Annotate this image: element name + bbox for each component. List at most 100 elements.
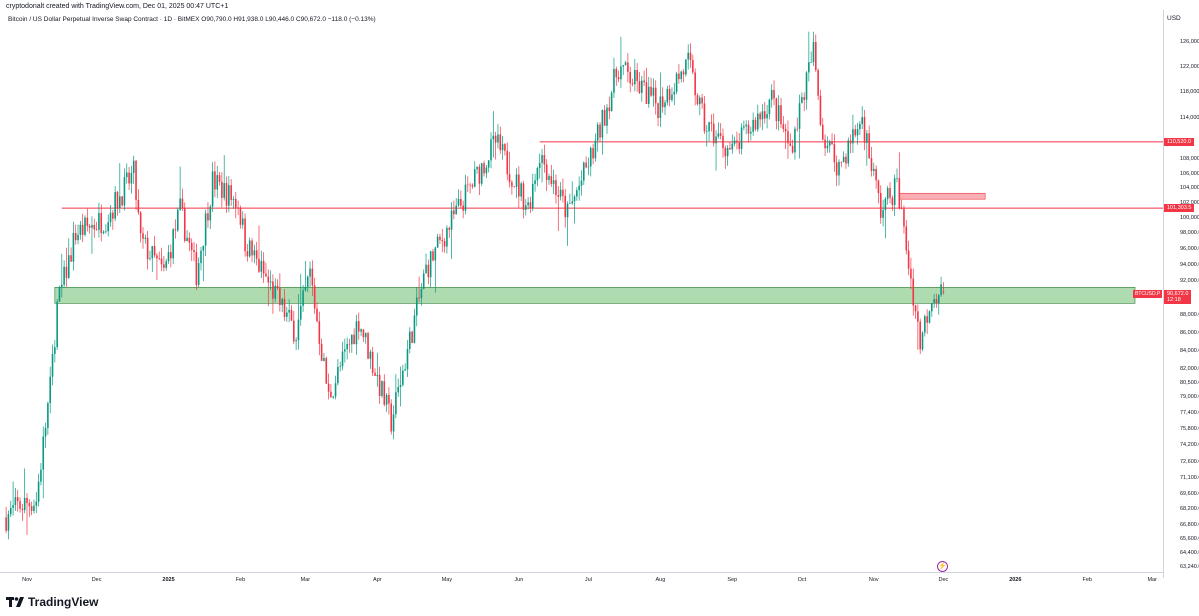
- candle-body: [513, 186, 515, 188]
- candle-body: [144, 237, 147, 239]
- candle-body: [942, 291, 945, 293]
- candle-body: [302, 290, 304, 306]
- candle-body: [515, 174, 518, 187]
- candle-body: [360, 329, 362, 332]
- price-tick: 63,240.0: [1180, 563, 1199, 570]
- candle-body: [170, 252, 172, 259]
- candle-body: [374, 372, 376, 376]
- candle-body: [225, 183, 228, 206]
- candle-body: [641, 80, 643, 93]
- candle-body: [661, 96, 664, 108]
- candle-body: [592, 147, 594, 159]
- price-tick: 88,000.0: [1180, 312, 1199, 319]
- current-price: 90,672.0: [1167, 291, 1189, 297]
- candle-body: [248, 240, 251, 257]
- candle-body: [726, 148, 729, 157]
- candle-body: [279, 287, 281, 306]
- candle-body: [183, 207, 186, 242]
- price-tick: 69,600.0: [1180, 490, 1199, 497]
- tradingview-logo[interactable]: TradingView: [6, 595, 98, 609]
- candle-body: [327, 383, 330, 392]
- candle-body: [86, 217, 89, 226]
- candle-body: [188, 237, 191, 243]
- candle-body: [44, 427, 47, 437]
- candle-body: [877, 180, 880, 193]
- candle-body: [269, 281, 272, 283]
- candle-body: [262, 260, 265, 274]
- price-tick: 104,000.0: [1180, 185, 1199, 192]
- candle-body: [88, 225, 91, 228]
- candle-body: [72, 232, 75, 262]
- time-tick: Feb: [1082, 577, 1092, 583]
- candle-body: [467, 184, 469, 186]
- candle-body: [791, 145, 794, 153]
- candle-body: [258, 258, 260, 272]
- candle-body: [149, 258, 151, 260]
- candle-body: [919, 321, 921, 350]
- lightning-icon[interactable]: ⚡: [937, 561, 948, 572]
- candle-body: [596, 124, 599, 141]
- candle-body: [297, 319, 300, 341]
- candle-body: [130, 172, 133, 184]
- candle-body: [705, 131, 708, 132]
- candle-body: [787, 131, 789, 144]
- candle-body: [926, 316, 928, 323]
- candle-body: [548, 176, 550, 180]
- candle-body: [483, 163, 485, 174]
- candle-body: [773, 90, 775, 99]
- candle-body: [849, 140, 852, 144]
- candle-body: [460, 198, 462, 206]
- candle-body: [838, 161, 840, 176]
- candle-body: [873, 168, 875, 171]
- candle-body: [411, 331, 413, 343]
- level-price-label: 101,303.5: [1164, 204, 1195, 213]
- price-tick: 74,200.0: [1180, 442, 1199, 449]
- candle-body: [812, 41, 815, 63]
- time-tick: Nov: [868, 577, 879, 583]
- candle-body: [893, 178, 896, 206]
- candle-body: [935, 299, 938, 304]
- candle-body: [770, 90, 773, 100]
- time-axis[interactable]: [0, 572, 1163, 573]
- candle-body: [578, 185, 580, 191]
- candle-body: [636, 70, 638, 82]
- candle-body: [745, 124, 747, 127]
- candle-body: [272, 281, 274, 299]
- candle-body: [694, 72, 696, 96]
- candle-body: [931, 303, 933, 312]
- candle-body: [912, 278, 915, 306]
- candle-body: [390, 403, 393, 432]
- price-tick: 64,400.0: [1180, 550, 1199, 557]
- candle-body: [664, 102, 666, 108]
- candle-body: [801, 97, 803, 104]
- time-tick: Sep: [727, 577, 738, 583]
- candle-body: [348, 343, 351, 345]
- candle-body: [538, 162, 541, 169]
- candle-body: [281, 298, 283, 306]
- candle-body: [564, 195, 567, 218]
- price-chart[interactable]: [0, 0, 1163, 572]
- candle-body: [344, 349, 346, 352]
- candle-body: [678, 73, 680, 80]
- candle-body: [214, 171, 216, 190]
- candle-body: [355, 321, 358, 345]
- candle-body: [866, 133, 868, 143]
- candle-body: [453, 210, 455, 215]
- candle-body: [796, 128, 799, 130]
- price-tick: 86,000.0: [1180, 329, 1199, 336]
- logo-text: TradingView: [28, 595, 99, 609]
- candle-body: [629, 72, 631, 84]
- price-tick: 102,000.0: [1180, 199, 1199, 206]
- candle-body: [37, 481, 40, 502]
- candle-body: [47, 403, 49, 428]
- currency-label[interactable]: USD: [1167, 15, 1181, 22]
- candle-body: [891, 197, 894, 206]
- candle-body: [65, 266, 68, 278]
- candle-body: [469, 184, 471, 186]
- candle-body: [211, 171, 214, 207]
- candle-body: [831, 141, 833, 145]
- candle-body: [179, 198, 181, 210]
- price-axis[interactable]: [1163, 10, 1199, 578]
- candle-body: [425, 264, 427, 274]
- candle-body: [114, 191, 116, 219]
